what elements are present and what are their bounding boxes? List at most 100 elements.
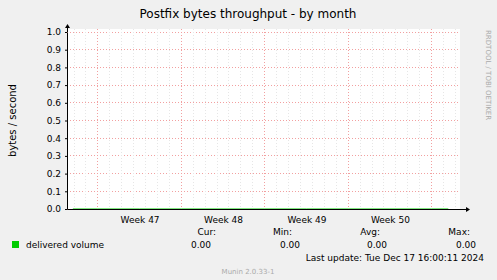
grid-line (67, 138, 460, 139)
legend-label: delivered volume (26, 240, 105, 250)
legend-stat: 0.00 (456, 240, 476, 250)
footer: Munin 2.0.33-1 (222, 268, 275, 276)
y-tick: 0.9 (47, 45, 67, 55)
minor-grid-line (431, 29, 432, 209)
minor-grid-line (276, 29, 277, 209)
y-tick-mark (65, 138, 67, 139)
minor-grid-line (264, 29, 265, 209)
minor-grid-line (324, 29, 325, 209)
minor-grid-line (74, 29, 75, 209)
grid-line (67, 155, 460, 156)
legend-swatch (12, 241, 19, 248)
grid-line (348, 29, 349, 209)
minor-grid-line (312, 29, 313, 209)
chart: Week 47 Week 48 Week 49 Week 50 0.0 0.1 0.2 0.3… (0, 0, 497, 280)
minor-grid-line (360, 29, 361, 209)
x-tick: Week 47 (121, 209, 160, 225)
x-tick-label: Week 49 (287, 215, 326, 225)
y-axis: 0.0 0.1 0.2 0.3 0.4 0.5 0.6 0.7 0.8 0.9 1.0 (47, 27, 68, 214)
y-axis-arrow (65, 24, 70, 28)
x-tick: Week 50 (371, 209, 410, 225)
minor-grid-line (121, 29, 122, 209)
y-axis-title: bytes / second (7, 84, 18, 157)
minor-grid-line (455, 29, 456, 209)
y-tick-label: 0.9 (47, 45, 62, 55)
grid-line (97, 29, 98, 209)
minor-grid-line (145, 29, 146, 209)
y-tick-mark (65, 85, 67, 86)
grid (67, 29, 460, 209)
minor-grid-line (419, 29, 420, 209)
y-tick: 0.7 (47, 80, 67, 90)
x-tick: Week 48 (204, 209, 243, 225)
y-tick: 0.3 (47, 151, 67, 161)
x-tick-label: Week 50 (371, 215, 410, 225)
minor-grid-line (407, 29, 408, 209)
y-tick: 0.1 (47, 187, 67, 197)
y-tick-mark (65, 174, 67, 175)
y-tick-label: 0.3 (47, 151, 61, 161)
minor-grid-line (228, 29, 229, 209)
minor-grid-line (443, 29, 444, 209)
x-tick: Week 49 (287, 209, 326, 225)
minor-grid-line (217, 29, 218, 209)
minor-grid-line (193, 29, 194, 209)
minor-grid-line (300, 29, 301, 209)
y-tick-mark (65, 121, 67, 122)
minor-grid-line (372, 29, 373, 209)
grid-line (67, 102, 460, 103)
minor-grid-line (395, 29, 396, 209)
grid-line (67, 191, 460, 192)
grid-line (431, 29, 432, 209)
plot-area (67, 29, 460, 209)
y-tick: 0.8 (47, 63, 67, 73)
legend-stat: 0.00 (280, 240, 300, 250)
y-tick-mark (65, 156, 67, 157)
y-tick: 0.5 (47, 116, 67, 126)
legend: Cur:Min:Avg:Max:delivered volume0.000.00… (12, 227, 476, 250)
grid-line (67, 120, 460, 121)
y-tick-label: 0.0 (47, 204, 62, 214)
x-axis: Week 47 Week 48 Week 49 Week 50 (68, 209, 461, 225)
minor-grid-line (85, 29, 86, 209)
y-tick-label: 0.1 (47, 187, 61, 197)
background (0, 0, 497, 280)
minor-grid-line (181, 29, 182, 209)
y-tick-label: 0.6 (47, 98, 62, 108)
legend-column-header: Min: (273, 227, 292, 237)
grid-line (67, 67, 460, 68)
side-text: RRDTOOL / TOBI OETIKER (484, 30, 492, 120)
x-tick-label: Week 48 (204, 215, 243, 225)
y-tick: 0.2 (47, 169, 67, 179)
minor-grid-line (109, 29, 110, 209)
grid-line (181, 29, 182, 209)
minor-grid-line (240, 29, 241, 209)
y-tick: 0.6 (47, 98, 67, 108)
legend-stat: 0.00 (191, 240, 211, 250)
y-tick-mark (65, 32, 67, 33)
y-tick-mark (65, 191, 67, 192)
grid-line (67, 32, 460, 33)
minor-grid-line (157, 29, 158, 209)
grid-line (264, 29, 265, 209)
grid-line (67, 85, 460, 86)
grid-line (67, 173, 460, 174)
last-update: Last update: Tue Dec 17 16:00:11 2024 (306, 253, 484, 263)
legend-column-header: Cur: (197, 227, 216, 237)
y-axis-line (67, 33, 68, 210)
y-tick-label: 0.8 (47, 63, 62, 73)
y-tick-label: 0.7 (47, 80, 61, 90)
legend-column-header: Max: (448, 227, 470, 237)
x-axis-line (68, 209, 461, 210)
minor-grid-line (383, 29, 384, 209)
y-tick-mark (65, 67, 67, 68)
y-tick-label: 0.4 (47, 134, 62, 144)
y-tick-mark (65, 209, 67, 210)
minor-grid-line (133, 29, 134, 209)
x-axis-arrow (466, 207, 470, 212)
y-tick: 0.4 (47, 134, 67, 144)
x-tick-label: Week 47 (121, 215, 160, 225)
y-tick-label: 0.5 (47, 116, 61, 126)
y-tick-label: 1.0 (47, 27, 62, 37)
y-tick: 0.0 (47, 204, 67, 214)
